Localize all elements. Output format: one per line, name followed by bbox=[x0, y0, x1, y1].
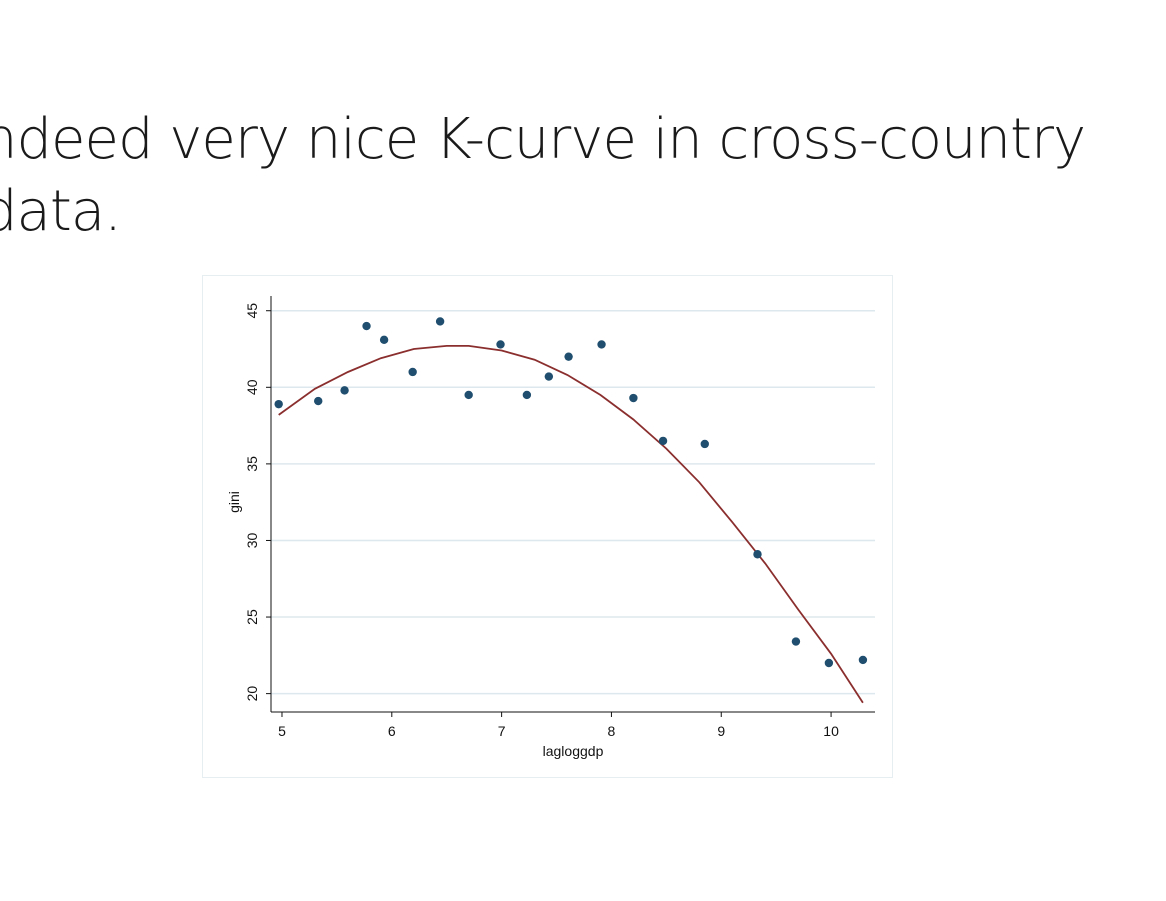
x-tick-label-6: 6 bbox=[388, 723, 396, 739]
data-points-layer bbox=[274, 317, 868, 668]
data-point bbox=[629, 393, 638, 403]
data-point bbox=[435, 317, 445, 326]
y-tick-label-25: 25 bbox=[244, 609, 260, 625]
axes: 20 25 30 35 40 45 5 6 7 8 9 10 bbox=[244, 296, 875, 739]
data-point bbox=[340, 386, 349, 395]
x-tick-label-8: 8 bbox=[608, 723, 616, 739]
data-point bbox=[544, 372, 554, 381]
data-point bbox=[408, 367, 417, 377]
data-point bbox=[314, 396, 323, 406]
data-point bbox=[496, 340, 505, 349]
grid-lines bbox=[271, 309, 875, 695]
data-point bbox=[522, 390, 532, 400]
x-tick-label-7: 7 bbox=[498, 723, 506, 739]
y-tick-label-20: 20 bbox=[244, 686, 260, 702]
data-point bbox=[464, 390, 473, 400]
data-point bbox=[274, 399, 283, 409]
y-axis-label: gini bbox=[226, 491, 242, 513]
x-tick-label-5: 5 bbox=[278, 723, 286, 739]
y-tick-label-40: 40 bbox=[244, 379, 260, 395]
x-tick-label-10: 10 bbox=[823, 723, 839, 739]
chart-frame: 20 25 30 35 40 45 5 6 7 8 9 10 lagloggdp gini bbox=[202, 275, 893, 778]
slide-title-line-1: ndeed very nice K-curve in cross-country bbox=[0, 107, 1086, 172]
fitted-curve bbox=[278, 345, 864, 704]
data-point bbox=[564, 352, 573, 361]
x-tick-label-9: 9 bbox=[717, 723, 725, 739]
data-point bbox=[791, 637, 801, 646]
data-point bbox=[658, 436, 668, 446]
data-point bbox=[700, 439, 709, 449]
x-axis-label: lagloggdp bbox=[543, 743, 604, 759]
slide-title-line-2: data. bbox=[0, 179, 122, 244]
data-point bbox=[379, 335, 389, 345]
data-point bbox=[753, 550, 762, 559]
y-tick-label-45: 45 bbox=[244, 303, 260, 319]
data-point bbox=[824, 658, 834, 668]
scatter-chart: 20 25 30 35 40 45 5 6 7 8 9 10 lagloggdp gini bbox=[226, 296, 875, 759]
data-point bbox=[362, 321, 371, 331]
y-tick-label-30: 30 bbox=[244, 532, 260, 548]
y-tick-label-35: 35 bbox=[244, 456, 260, 472]
data-point bbox=[858, 655, 868, 665]
data-point bbox=[597, 340, 606, 349]
fit-curve-layer bbox=[278, 345, 864, 704]
slide-title: ndeed very nice K-curve in cross-country… bbox=[0, 104, 1162, 248]
